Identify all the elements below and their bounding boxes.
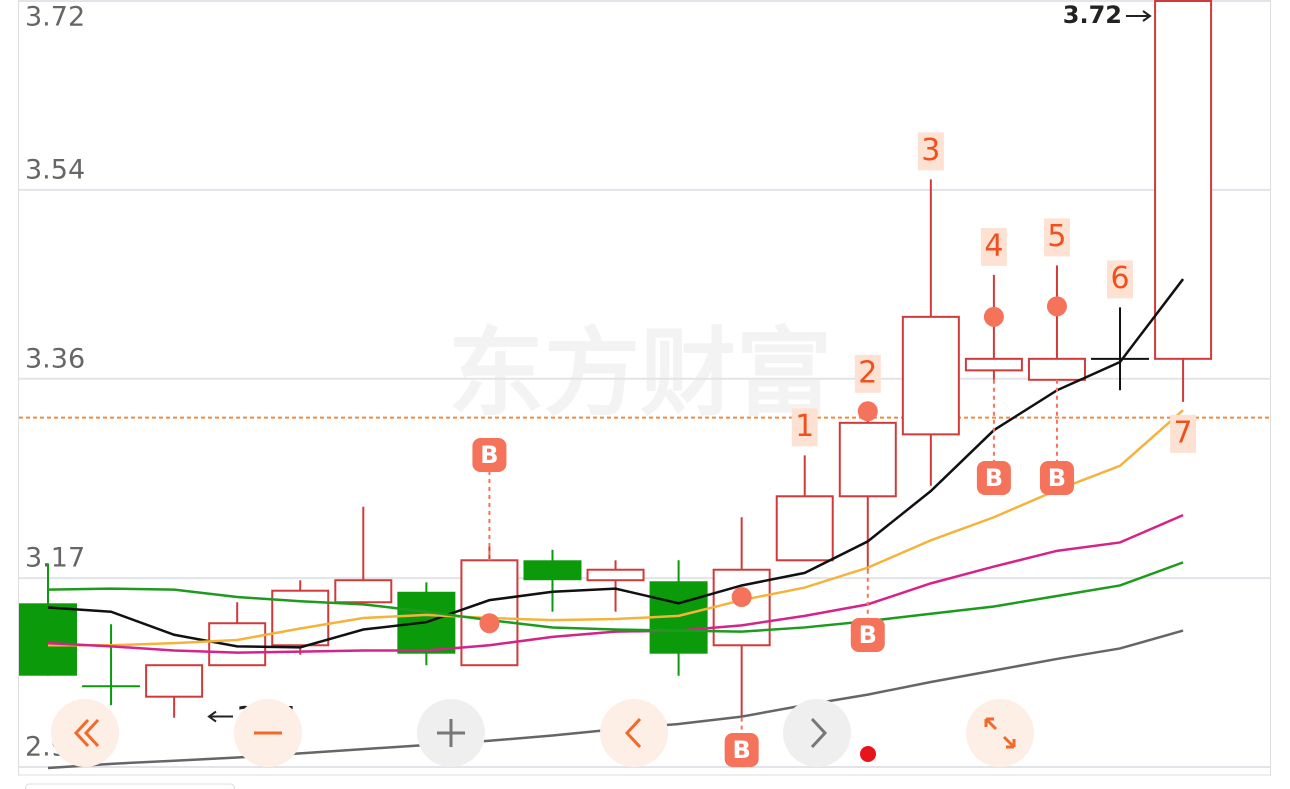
candle-body xyxy=(523,560,582,581)
high-marker-arrow xyxy=(1126,10,1152,22)
count-label: 6 xyxy=(1110,261,1129,296)
y-tick-label: 3.54 xyxy=(25,154,85,185)
status-dot xyxy=(860,746,876,762)
next-icon xyxy=(810,717,828,749)
count-badge xyxy=(980,227,1007,266)
signal-label: B xyxy=(480,441,498,469)
signal-badge xyxy=(472,438,507,472)
fullscreen-button[interactable] xyxy=(966,699,1034,767)
candle-body xyxy=(208,622,267,667)
signal-label: B xyxy=(859,621,877,649)
count-badge xyxy=(1107,260,1134,299)
signal-dot xyxy=(479,613,500,634)
count-label: 7 xyxy=(1174,415,1193,450)
candle-body xyxy=(775,495,834,562)
zoom-in-icon xyxy=(437,719,465,747)
count-badge xyxy=(917,132,944,171)
tab xyxy=(25,783,235,789)
moving-average-line xyxy=(47,561,1184,633)
prev-button[interactable] xyxy=(600,699,668,767)
count-label: 1 xyxy=(795,409,814,444)
moving-average-line xyxy=(48,409,1184,647)
count-label: 4 xyxy=(984,228,1003,263)
count-label: 3 xyxy=(921,133,940,168)
count-label: 5 xyxy=(1047,219,1066,254)
count-badge xyxy=(1170,414,1197,453)
signal-dot xyxy=(1046,296,1067,317)
candle-body xyxy=(901,315,960,436)
next-button[interactable] xyxy=(783,699,851,767)
signal-dot xyxy=(983,306,1004,327)
plot: 3.723.543.363.172.99BBBBB12345673.723.04 xyxy=(19,0,1271,770)
watermark: 东方财富 xyxy=(448,317,832,429)
y-tick-label: 3.36 xyxy=(25,343,85,374)
count-badge xyxy=(791,408,818,447)
candle-body xyxy=(1027,357,1086,381)
candle-body xyxy=(19,603,77,676)
count-label: 2 xyxy=(858,355,877,390)
signal-dot xyxy=(857,401,878,422)
candle-body xyxy=(145,664,204,698)
count-badge xyxy=(1043,218,1070,257)
candle-body xyxy=(1154,0,1213,360)
moving-average-line xyxy=(47,514,1184,654)
candle-body xyxy=(460,559,519,667)
low-marker-arrow xyxy=(207,710,233,723)
candle-body xyxy=(838,421,897,498)
signal-badge xyxy=(976,461,1011,495)
signal-label: B xyxy=(733,736,751,764)
candle-body xyxy=(964,357,1023,372)
signal-label: B xyxy=(985,464,1003,492)
candle-body xyxy=(334,579,393,604)
toolbar xyxy=(51,699,1034,767)
signal-badge xyxy=(1039,461,1074,495)
plot-frame xyxy=(18,0,1271,776)
signal-badge xyxy=(850,618,885,652)
signal-dot xyxy=(731,587,752,608)
signal-badge xyxy=(724,733,759,767)
rewind-icon xyxy=(73,718,100,748)
y-tick-label: 3.72 xyxy=(25,2,85,33)
y-tick-label: 3.17 xyxy=(25,543,85,574)
high-marker-label: 3.72 xyxy=(1063,1,1122,29)
signal-label: B xyxy=(1048,464,1066,492)
fullscreen-icon xyxy=(984,717,1016,749)
count-badge xyxy=(854,354,881,393)
candle-body xyxy=(586,568,645,582)
prev-icon xyxy=(624,717,642,749)
